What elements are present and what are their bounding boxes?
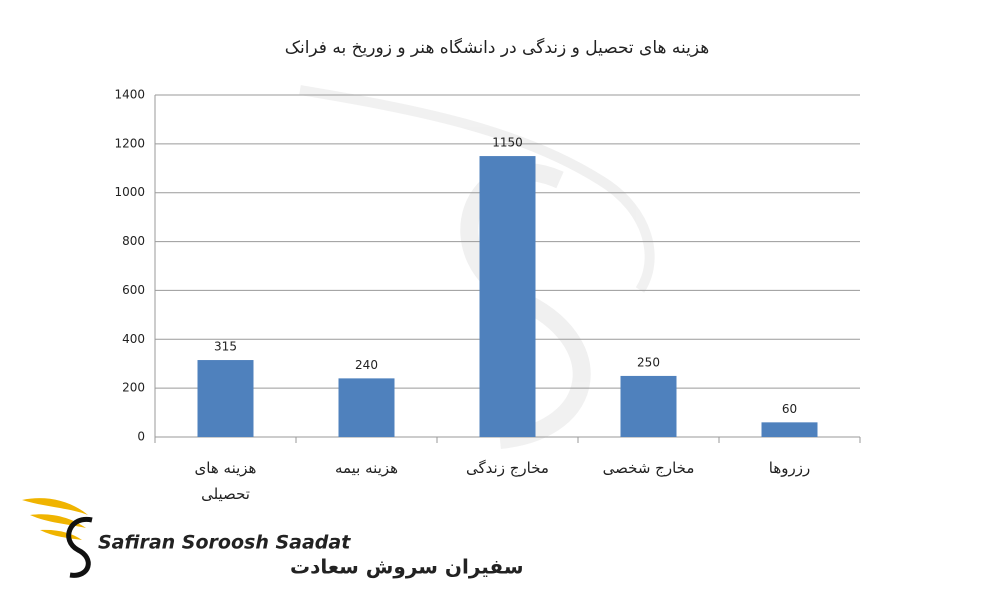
bar (197, 360, 254, 437)
logo: Safiran Soroosh Saadat سفیران سروش سعادت (22, 498, 524, 579)
y-tick-label: 600 (122, 283, 145, 297)
data-label: 1150 (492, 136, 523, 150)
y-tick-label: 1200 (114, 136, 145, 150)
x-tick-label: هزینه بیمه (334, 459, 399, 477)
chart-title: هزینه های تحصیل و زندگی در دانشگاه هنر و… (285, 37, 710, 58)
bar (620, 375, 677, 437)
x-tick-label-box: مخارج زندگی (466, 459, 549, 477)
y-tick-label: 1000 (114, 185, 145, 199)
logo-wing (40, 529, 82, 540)
x-tick-label-box: رزروها (768, 459, 811, 477)
x-tick-label: مخارج زندگی (466, 459, 549, 477)
logo-wing (22, 498, 88, 515)
y-tick-label: 200 (122, 381, 145, 395)
logo-s (66, 516, 93, 578)
data-label: 250 (637, 355, 660, 369)
y-tick-label: 800 (122, 234, 145, 248)
data-label: 60 (782, 402, 797, 416)
x-tick-label-box: هزینه بیمه (334, 459, 399, 477)
bar (761, 422, 818, 437)
y-tick-label: 1400 (114, 88, 145, 102)
bar (338, 378, 395, 437)
data-label: 240 (355, 358, 378, 372)
y-tick-label: 0 (137, 430, 145, 444)
x-tick-label: مخارج شخصی (602, 459, 695, 477)
x-tick-label-box: مخارج شخصی (602, 459, 695, 477)
x-tick-label-box: هزینه های تحصیلی (194, 459, 257, 503)
data-label: 315 (214, 340, 237, 354)
x-tick-label: رزروها (768, 459, 811, 477)
logo-latin: Safiran Soroosh Saadat (98, 532, 351, 554)
logo-persian: سفیران سروش سعادت (290, 555, 524, 579)
bar (479, 156, 536, 438)
y-tick-label: 400 (122, 332, 145, 346)
x-tick-label: هزینه های تحصیلی (194, 459, 257, 503)
